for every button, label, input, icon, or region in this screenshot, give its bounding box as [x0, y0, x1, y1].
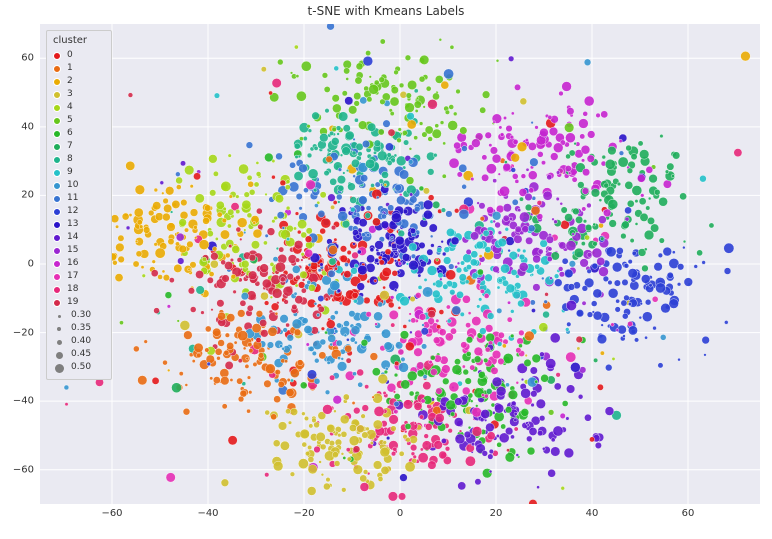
- legend-color-item: 4: [53, 102, 105, 115]
- legend-swatch: [53, 286, 61, 294]
- y-tick-label: −20: [0, 327, 34, 338]
- legend-label: 4: [67, 102, 73, 113]
- legend-swatch: [53, 169, 61, 177]
- x-tick-label: 20: [490, 508, 503, 519]
- legend-title: cluster: [53, 35, 105, 48]
- y-tick-label: 0: [0, 259, 34, 270]
- legend-color-item: 1: [53, 63, 105, 76]
- legend-size-item: 0.35: [53, 323, 105, 336]
- legend-label: 2: [67, 76, 73, 87]
- legend-color-item: 18: [53, 284, 105, 297]
- legend-label: 14: [67, 232, 78, 243]
- legend-label: 9: [67, 167, 73, 178]
- legend-size-item: 0.40: [53, 336, 105, 349]
- legend-swatch: [53, 117, 61, 125]
- legend-label: 13: [67, 219, 78, 230]
- legend-swatch: [53, 156, 61, 164]
- legend-items: 0123456789101112131415161718190.300.350.…: [53, 50, 105, 375]
- legend-color-item: 17: [53, 271, 105, 284]
- x-tick-label: −20: [293, 508, 314, 519]
- legend-label: 0.30: [71, 310, 91, 321]
- legend-swatch: [53, 91, 61, 99]
- legend-swatch: [53, 52, 61, 60]
- legend-label: 15: [67, 245, 78, 256]
- legend-swatch: [53, 65, 61, 73]
- y-tick-label: −60: [0, 464, 34, 475]
- legend-swatch: [53, 247, 61, 255]
- legend-color-item: 7: [53, 141, 105, 154]
- legend-color-item: 15: [53, 245, 105, 258]
- legend-size-item: 0.45: [53, 349, 105, 362]
- legend-color-item: 16: [53, 258, 105, 271]
- figure: t-SNE with Kmeans Labels −60−40−20020406…: [0, 0, 772, 539]
- legend-color-item: 14: [53, 232, 105, 245]
- legend-swatch: [53, 143, 61, 151]
- legend-size-swatch: [58, 315, 61, 318]
- legend-label: 12: [67, 206, 78, 217]
- legend-label: 6: [67, 128, 73, 139]
- legend-color-item: 12: [53, 206, 105, 219]
- legend-color-item: 10: [53, 180, 105, 193]
- legend-color-item: 5: [53, 115, 105, 128]
- legend-label: 16: [67, 258, 78, 269]
- legend-label: 0.40: [71, 336, 91, 347]
- legend-label: 3: [67, 89, 73, 100]
- legend-swatch: [53, 208, 61, 216]
- legend-label: 8: [67, 154, 73, 165]
- legend-swatch: [53, 221, 61, 229]
- y-tick-label: −40: [0, 396, 34, 407]
- legend-swatch: [53, 104, 61, 112]
- legend-size-swatch: [57, 327, 61, 331]
- y-tick-label: 20: [0, 190, 34, 201]
- legend-color-item: 0: [53, 50, 105, 63]
- y-tick-label: 40: [0, 121, 34, 132]
- scatter-svg: [40, 24, 760, 504]
- legend-swatch: [53, 234, 61, 242]
- legend-label: 0: [67, 50, 73, 61]
- legend-color-item: 9: [53, 167, 105, 180]
- legend-swatch: [53, 260, 61, 268]
- legend-swatch: [53, 130, 61, 138]
- legend-color-item: 13: [53, 219, 105, 232]
- chart-title: t-SNE with Kmeans Labels: [0, 4, 772, 18]
- legend-label: 5: [67, 115, 73, 126]
- legend-size-item: 0.30: [53, 310, 105, 323]
- legend-label: 1: [67, 63, 73, 74]
- legend-size-swatch: [55, 364, 64, 373]
- x-tick-label: 0: [397, 508, 403, 519]
- legend-swatch: [53, 195, 61, 203]
- y-tick-label: 60: [0, 53, 34, 64]
- legend-color-item: 19: [53, 297, 105, 310]
- x-tick-label: 60: [682, 508, 695, 519]
- legend-color-item: 6: [53, 128, 105, 141]
- legend-label: 0.50: [71, 362, 91, 373]
- legend-label: 19: [67, 297, 78, 308]
- legend-size-item: 0.50: [53, 362, 105, 375]
- legend-label: 11: [67, 193, 78, 204]
- legend-color-item: 11: [53, 193, 105, 206]
- legend-color-item: 3: [53, 89, 105, 102]
- legend-label: 17: [67, 271, 78, 282]
- legend-color-item: 2: [53, 76, 105, 89]
- legend: cluster 0123456789101112131415161718190.…: [46, 30, 112, 380]
- plot-area: [40, 24, 760, 504]
- legend-label: 7: [67, 141, 73, 152]
- legend-swatch: [53, 182, 61, 190]
- legend-swatch: [53, 273, 61, 281]
- legend-label: 0.45: [71, 349, 91, 360]
- legend-size-swatch: [56, 352, 63, 359]
- legend-label: 0.35: [71, 323, 91, 334]
- x-tick-label: −40: [197, 508, 218, 519]
- legend-swatch: [53, 299, 61, 307]
- legend-color-item: 8: [53, 154, 105, 167]
- x-tick-label: −60: [101, 508, 122, 519]
- legend-size-swatch: [57, 340, 62, 345]
- legend-label: 18: [67, 284, 78, 295]
- legend-label: 10: [67, 180, 78, 191]
- legend-swatch: [53, 78, 61, 86]
- x-tick-label: 40: [586, 508, 599, 519]
